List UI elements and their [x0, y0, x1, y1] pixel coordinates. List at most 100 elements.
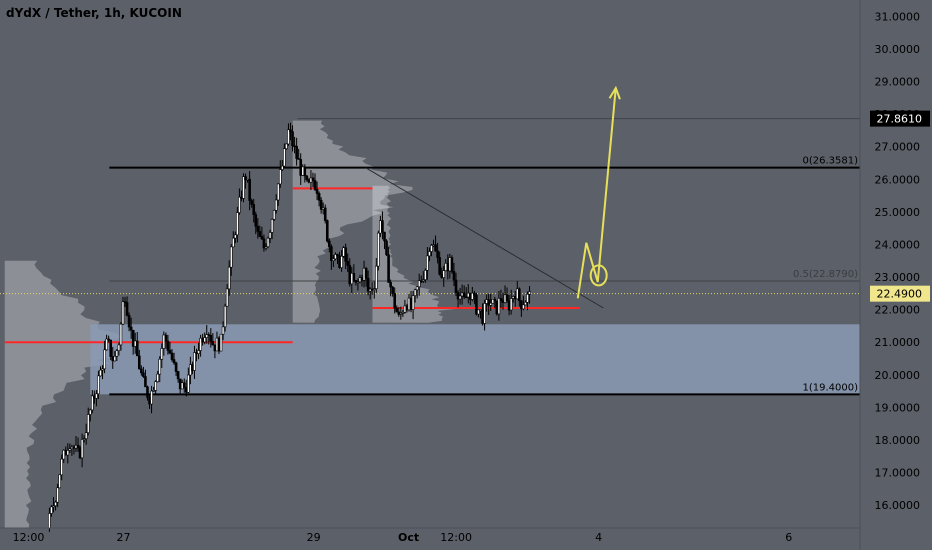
candle — [185, 387, 188, 393]
candle — [354, 280, 358, 283]
candle — [375, 265, 378, 289]
candle — [258, 231, 262, 237]
candle — [344, 247, 347, 262]
candle — [471, 292, 474, 300]
candle — [154, 381, 157, 391]
candle — [227, 266, 231, 290]
candle — [325, 220, 329, 242]
candle — [140, 368, 143, 374]
candle — [479, 309, 482, 312]
candle — [464, 296, 468, 299]
candle — [321, 207, 325, 210]
fib-label-1: 0.5(22.8790) — [793, 269, 858, 280]
candle — [70, 446, 74, 450]
candle — [244, 176, 247, 180]
candle — [436, 250, 439, 258]
candle — [162, 334, 166, 349]
candle — [274, 199, 278, 211]
candle — [295, 146, 298, 159]
candle — [509, 298, 513, 311]
candle — [366, 278, 370, 292]
candle — [266, 237, 270, 248]
candle — [377, 232, 380, 267]
x-tick-label: 12:00 — [440, 531, 472, 544]
candle — [97, 375, 100, 395]
candle — [117, 344, 121, 351]
candle — [497, 298, 501, 315]
candle — [283, 148, 286, 167]
x-tick-label: 4 — [595, 531, 602, 544]
y-tick-label: 24.0000 — [875, 238, 921, 251]
candle — [409, 297, 413, 310]
y-tick-label: 30.0000 — [875, 43, 921, 56]
candle — [101, 368, 104, 371]
candle — [172, 359, 176, 364]
candle — [254, 214, 258, 227]
candle — [58, 474, 61, 489]
candle — [485, 299, 488, 304]
candle — [432, 244, 435, 247]
candle — [287, 129, 290, 145]
candle — [156, 373, 159, 382]
candle — [272, 210, 276, 220]
candle — [109, 339, 113, 357]
candle — [460, 292, 464, 297]
candle — [219, 333, 223, 352]
y-tick-label: 26.0000 — [875, 173, 921, 186]
candle — [430, 245, 433, 252]
candle — [501, 300, 505, 303]
candle — [152, 390, 155, 392]
y-tick-label: 31.0000 — [875, 10, 921, 23]
candle — [385, 240, 388, 256]
candle — [221, 326, 225, 335]
y-tick-label: 29.0000 — [875, 75, 921, 88]
candle — [248, 178, 251, 201]
candle — [82, 438, 86, 441]
candle — [191, 364, 194, 371]
y-tick-label: 17.0000 — [875, 467, 921, 480]
candle — [426, 255, 429, 271]
candle — [466, 292, 470, 298]
candle — [88, 409, 92, 415]
candle — [503, 294, 507, 303]
fib-label-2: 1(19.4000) — [802, 382, 858, 393]
y-tick-label: 23.0000 — [875, 271, 921, 284]
candle — [505, 294, 509, 301]
y-tick-label: 25.0000 — [875, 206, 921, 219]
candle — [205, 334, 209, 338]
candle — [444, 262, 448, 271]
candle — [242, 176, 245, 199]
candle — [225, 288, 229, 307]
candle — [234, 234, 237, 239]
candle — [511, 296, 515, 299]
candle — [142, 372, 145, 377]
candle — [313, 180, 317, 190]
candle — [411, 295, 415, 310]
candle — [493, 299, 497, 302]
candle — [91, 395, 94, 411]
candle — [168, 350, 172, 354]
y-tick-label: 19.0000 — [875, 401, 921, 414]
candle — [238, 196, 241, 213]
candle — [174, 362, 178, 372]
candle — [405, 305, 409, 311]
candle — [338, 255, 341, 268]
candle — [160, 348, 164, 360]
candle — [442, 270, 446, 278]
projection-arrowhead — [608, 85, 621, 100]
candle — [217, 337, 221, 352]
candle — [483, 303, 486, 324]
candle — [52, 505, 55, 508]
candle — [121, 301, 125, 325]
candle — [526, 293, 529, 303]
candle — [125, 302, 129, 316]
candle — [236, 212, 239, 236]
candle — [182, 382, 186, 388]
candle — [372, 288, 376, 290]
candle — [307, 179, 311, 183]
candle — [399, 312, 403, 315]
candle — [468, 292, 472, 300]
candle — [215, 337, 219, 352]
current-price-label: 22.4900 — [877, 288, 923, 301]
